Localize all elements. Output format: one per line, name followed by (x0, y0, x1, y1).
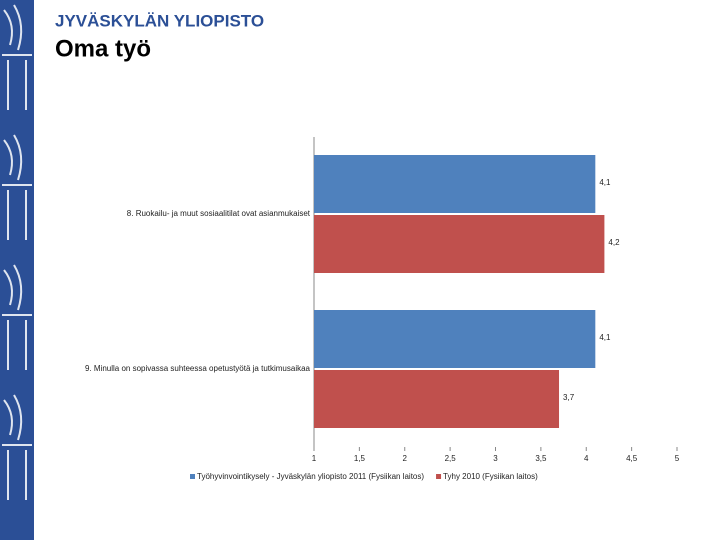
legend-swatch (436, 474, 442, 479)
x-tick-label: 4 (584, 454, 589, 463)
bar (314, 370, 560, 428)
x-tick-label: 2,5 (445, 454, 457, 463)
x-tick-label: 1 (312, 454, 317, 463)
value-label: 4,2 (608, 238, 620, 247)
x-tick-label: 1,5 (354, 454, 366, 463)
value-label: 4,1 (599, 178, 611, 187)
bar (314, 215, 605, 273)
bar (314, 310, 596, 368)
legend-label: Tyhy 2010 (Fysiikan laitos) (443, 472, 538, 481)
x-tick-label: 5 (675, 454, 680, 463)
category-label: 9. Minulla on sopivassa suhteessa opetus… (85, 364, 311, 373)
value-label: 4,1 (599, 333, 611, 342)
legend-label: Työhyvinvointikysely - Jyväskylän yliopi… (197, 472, 424, 481)
value-label: 3,7 (563, 393, 575, 402)
x-tick-label: 4,5 (626, 454, 638, 463)
x-tick-label: 3,5 (535, 454, 547, 463)
side-pattern (2, 4, 32, 500)
slide-title: Oma työ (55, 35, 151, 62)
x-tick-label: 2 (403, 454, 408, 463)
institution: JYVÄSKYLÄN YLIOPISTO (55, 11, 264, 30)
bar (314, 155, 596, 213)
x-tick-label: 3 (493, 454, 498, 463)
category-label: 8. Ruokailu- ja muut sosiaalitilat ovat … (127, 209, 311, 218)
legend-swatch (190, 474, 195, 479)
